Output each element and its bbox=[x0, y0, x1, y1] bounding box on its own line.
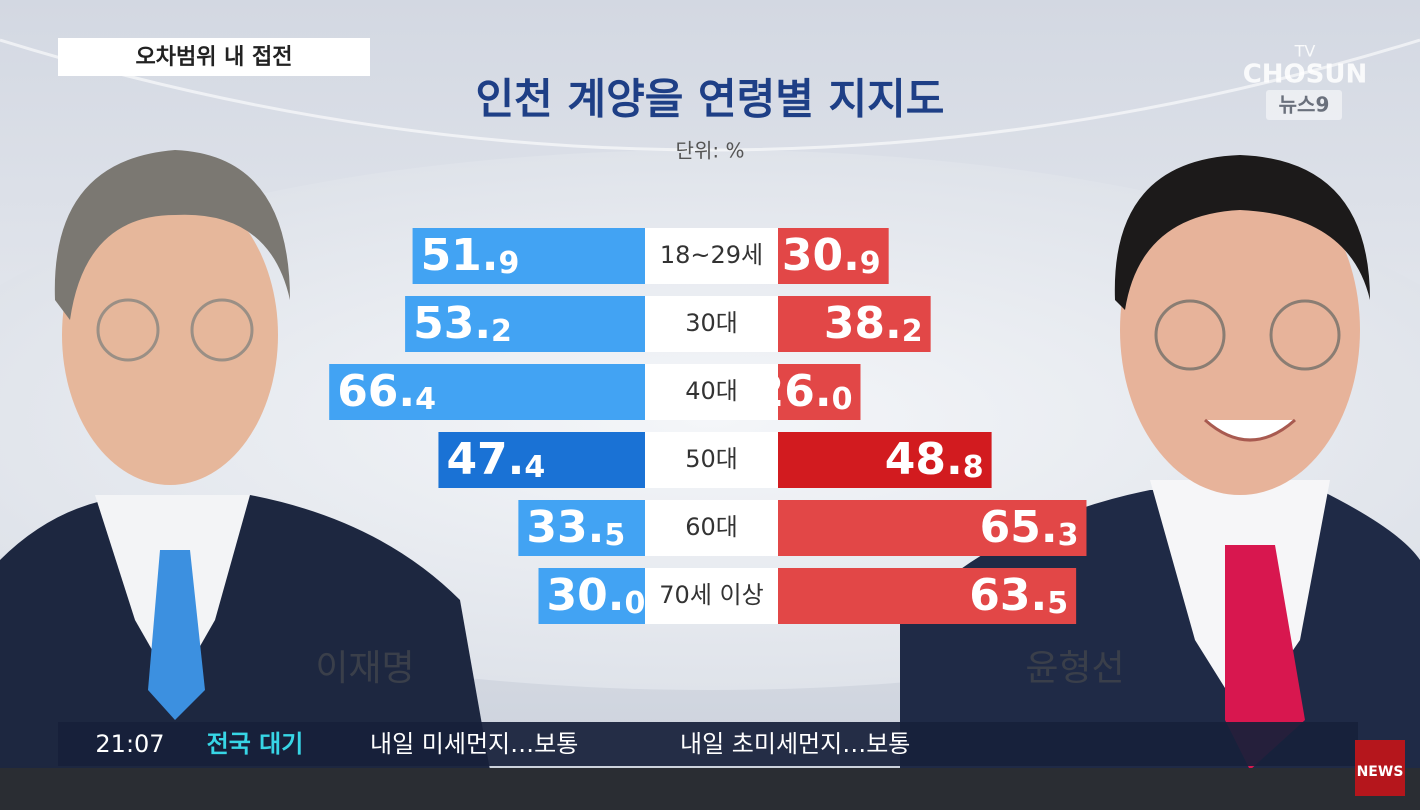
arc-line bbox=[0, 38, 1420, 152]
photo-left bbox=[0, 150, 490, 770]
category-label: 50대 bbox=[685, 445, 738, 473]
logo-chosun: CHOSUN bbox=[1243, 60, 1368, 90]
value-label: 53.2 bbox=[413, 298, 512, 349]
category-label: 18~29세 bbox=[660, 241, 763, 269]
category-box bbox=[645, 228, 778, 284]
chart-title: 인천 계양을 연령별 지지도 bbox=[476, 75, 945, 124]
logo-news9: 뉴스9 bbox=[1279, 93, 1330, 117]
tag: 오차범위 내 접전 bbox=[136, 45, 293, 70]
value-label: 51.9 bbox=[421, 230, 520, 281]
value-label: 33.5 bbox=[526, 502, 625, 553]
value-label: 38.2 bbox=[824, 298, 923, 349]
value-label: 66.4 bbox=[337, 366, 436, 417]
ticker-topic: 전국 대기 bbox=[207, 730, 304, 758]
category-box bbox=[645, 296, 778, 352]
tag-box bbox=[58, 38, 370, 76]
logo-box bbox=[1266, 90, 1342, 120]
chart-subtitle: 단위: % bbox=[676, 139, 745, 163]
ticker-time: 21:07 bbox=[95, 730, 164, 758]
value-label: 30.0 bbox=[547, 570, 646, 621]
value-label: 30.9 bbox=[782, 230, 881, 281]
value-label: 47.4 bbox=[446, 434, 545, 485]
logo-tv: TV bbox=[1294, 42, 1316, 61]
category-box bbox=[645, 432, 778, 488]
corner-logo: NEWS bbox=[1357, 764, 1404, 780]
ticker-item: 내일 미세먼지…보통 bbox=[370, 730, 578, 758]
legend-left: 이재명 bbox=[315, 648, 414, 689]
category-label: 30대 bbox=[685, 309, 738, 337]
ticker-item: 내일 초미세먼지…보통 bbox=[680, 730, 910, 758]
value-label: 63.5 bbox=[969, 570, 1068, 621]
ticker-bar bbox=[58, 722, 1358, 766]
value-label: 48.8 bbox=[885, 434, 984, 485]
category-box bbox=[645, 500, 778, 556]
category-box bbox=[645, 568, 778, 624]
category-box bbox=[645, 364, 778, 420]
photo-right bbox=[900, 155, 1420, 770]
bottom-strip bbox=[0, 768, 1420, 810]
category-label: 70세 이상 bbox=[659, 581, 763, 609]
category-label: 60대 bbox=[685, 513, 738, 541]
value-label: 65.3 bbox=[980, 502, 1079, 553]
corner-logo-box bbox=[1355, 740, 1405, 796]
category-label: 40대 bbox=[685, 377, 738, 405]
legend-right: 윤형선 bbox=[1025, 648, 1124, 689]
